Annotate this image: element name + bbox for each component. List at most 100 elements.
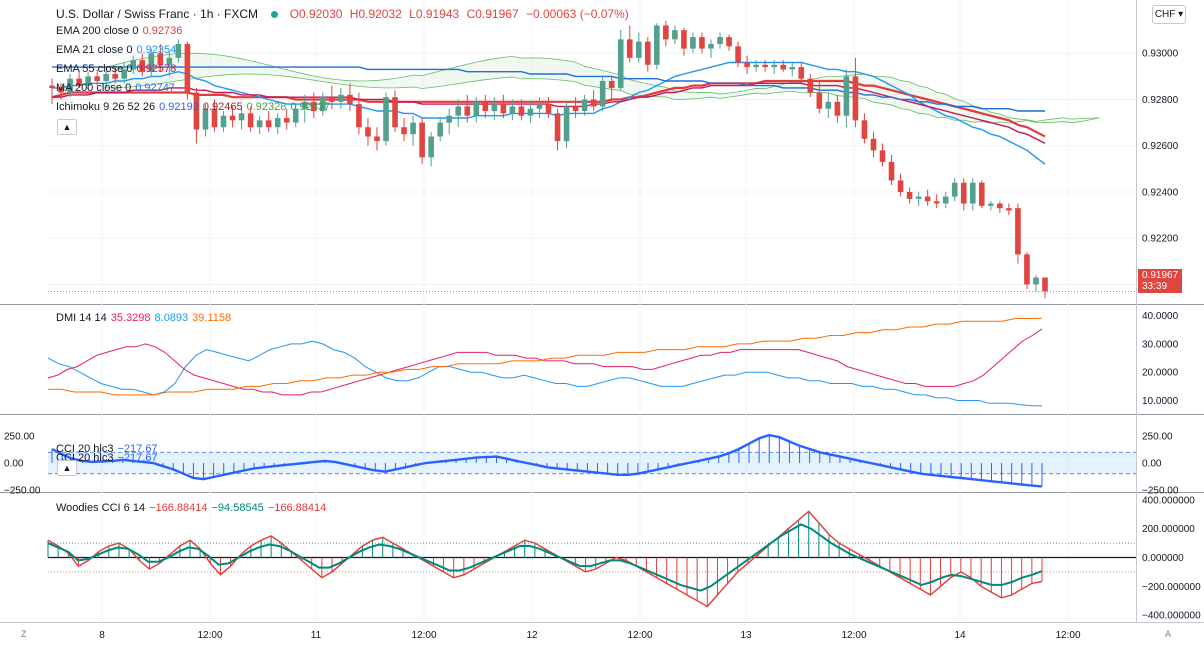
candle-body xyxy=(626,39,633,58)
candle xyxy=(617,30,624,91)
candle-body xyxy=(816,92,823,109)
candle xyxy=(383,92,389,146)
cci-value: −217.67 xyxy=(117,443,158,455)
candle-body xyxy=(825,101,832,109)
candle xyxy=(717,32,723,49)
candle-body xyxy=(256,120,263,128)
candle-body xyxy=(581,99,588,112)
time-tick-label: 12:00 xyxy=(197,630,222,641)
candle-body xyxy=(419,122,425,158)
candle xyxy=(969,178,976,211)
candle-body xyxy=(1024,254,1030,285)
indicator-ema21[interactable]: EMA 21 close 0 0.92354 xyxy=(56,43,180,57)
dmi-tick-label: 40.0000 xyxy=(1142,311,1179,322)
candle xyxy=(1006,203,1012,216)
collapse-legend-button[interactable]: ▲ xyxy=(57,119,77,135)
dmi-label: DMI 14 14 xyxy=(56,312,107,324)
candle-body xyxy=(717,37,723,44)
candle xyxy=(301,94,308,123)
candle xyxy=(256,115,263,135)
candle-body xyxy=(554,113,561,142)
woodies-line xyxy=(47,523,1043,592)
candle xyxy=(960,178,967,211)
candle-body xyxy=(906,191,913,199)
candle-body xyxy=(329,97,335,102)
candle xyxy=(654,23,660,70)
auto-scale-button[interactable]: A xyxy=(1165,629,1171,639)
dmi-tick-label: 20.0000 xyxy=(1142,368,1179,379)
candle xyxy=(247,106,254,132)
candle-body xyxy=(798,67,805,79)
candle-body xyxy=(76,78,82,86)
candle xyxy=(356,92,362,135)
indicator-ema55[interactable]: EMA 55 close 0 0.92578 xyxy=(56,62,180,76)
candle xyxy=(410,115,416,146)
candle xyxy=(49,78,55,105)
woodies-tick-label: −200.000000 xyxy=(1142,582,1201,593)
candle-body xyxy=(491,104,498,112)
dmi-line xyxy=(48,317,1043,396)
candle-body xyxy=(130,60,137,70)
candle-body xyxy=(536,104,543,109)
candle-body xyxy=(428,136,434,158)
indicator-ma200[interactable]: MA 200 close 0 0.92747 xyxy=(56,81,179,95)
candle xyxy=(581,94,588,116)
candle-body xyxy=(1015,208,1021,255)
candle xyxy=(789,62,796,77)
candle-body xyxy=(572,106,579,112)
currency-button[interactable]: CHF ▾ xyxy=(1152,5,1186,24)
candle-body xyxy=(446,115,452,123)
candle-body xyxy=(49,85,55,88)
dmi-legend[interactable]: DMI 14 14 35.3298 8.0893 39.1158 xyxy=(56,311,235,325)
candle xyxy=(220,111,227,132)
ma-line-ma-200 xyxy=(52,66,1045,112)
candle xyxy=(274,113,281,135)
candle-body xyxy=(401,127,407,135)
candle xyxy=(320,92,326,116)
candle-body xyxy=(545,104,552,114)
candle-body xyxy=(635,41,642,58)
candle-body xyxy=(663,25,669,40)
candle xyxy=(563,101,570,149)
woodies-value-1: −166.88414 xyxy=(149,502,208,514)
price-tick-label: 0.92600 xyxy=(1142,141,1179,152)
price-tick-label: 0.92800 xyxy=(1142,95,1179,106)
indicator-label: EMA 200 close 0 xyxy=(56,25,139,37)
candle-body xyxy=(112,74,118,79)
candle-body xyxy=(951,182,958,197)
collapse-cci-button[interactable]: ▲ xyxy=(57,460,77,476)
candle-body xyxy=(220,115,227,128)
candle-body xyxy=(735,46,741,63)
candle xyxy=(915,191,922,206)
candle-body xyxy=(762,64,768,68)
candle-body xyxy=(617,39,624,88)
candle xyxy=(888,154,895,186)
candle xyxy=(67,74,73,98)
candle-body xyxy=(861,120,868,139)
cci-legend-2[interactable]: CCI 20 hlc3 −217.67 xyxy=(56,442,162,456)
ohlc-open: O0.92030 xyxy=(289,7,343,21)
candle xyxy=(771,60,777,75)
candle-body xyxy=(608,80,615,88)
candle xyxy=(211,99,218,132)
indicator-ema200[interactable]: EMA 200 close 0 0.92736 xyxy=(56,24,186,38)
cci-line xyxy=(51,433,1043,488)
candle-body xyxy=(310,101,317,112)
candle xyxy=(626,25,633,63)
ichimoku-value-2: 0.92465 xyxy=(202,101,243,113)
candle-body xyxy=(888,161,895,181)
candle xyxy=(762,60,768,72)
candle xyxy=(663,20,669,47)
indicator-ichimoku[interactable]: Ichimoku 9 26 52 26 0.92192 0.92465 0.92328… xyxy=(56,100,334,114)
candle xyxy=(699,32,705,54)
indicator-label: EMA 21 close 0 xyxy=(56,44,133,56)
woodies-legend[interactable]: Woodies CCI 6 14 −166.88414 −94.58545 −166.… xyxy=(56,501,330,515)
candle xyxy=(645,37,651,72)
candle-body xyxy=(383,97,389,142)
candle xyxy=(202,104,209,137)
candle xyxy=(1033,275,1039,292)
candle-body xyxy=(1006,208,1012,211)
timezone-corner-button[interactable]: Z xyxy=(21,629,27,639)
last-price-value: 0.91967 xyxy=(1142,270,1179,281)
